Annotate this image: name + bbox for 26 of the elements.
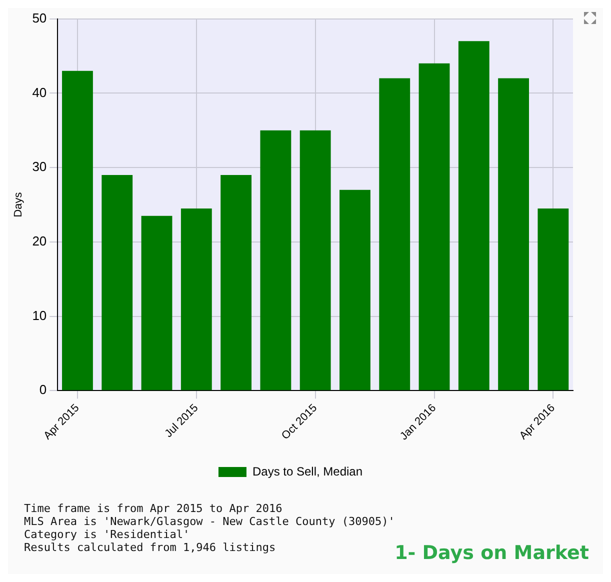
bar [418, 63, 450, 390]
y-tick-label: 10 [32, 308, 47, 323]
legend-label: Days to Sell, Median [252, 464, 363, 478]
bar [300, 130, 331, 390]
y-axis-title: Days [12, 192, 25, 218]
y-tick-label: 50 [32, 10, 47, 26]
text: Results calculated from 1,946 listings [24, 541, 277, 554]
y-tick-label: 0 [39, 382, 47, 398]
text: 1- Days on Market [394, 542, 589, 564]
text: Category is 'Residential' [24, 528, 191, 541]
text: Time frame is from Apr 2015 to Apr 2016 [24, 502, 284, 515]
y-tick-label: 20 [32, 233, 47, 248]
y-tick-label: 30 [32, 159, 47, 174]
bar [62, 70, 93, 390]
bar [538, 208, 569, 390]
bar [498, 78, 529, 390]
bar [180, 208, 212, 390]
bar [102, 174, 133, 390]
bar [458, 41, 490, 390]
bar [220, 174, 252, 390]
text: MLS Area is 'Newark/Glasgow - New Castle County (30905)' [24, 515, 395, 528]
bar [260, 130, 292, 390]
bar [340, 190, 370, 390]
bar [379, 78, 410, 390]
y-tick-label: 40 [32, 84, 47, 100]
bar [141, 216, 172, 390]
